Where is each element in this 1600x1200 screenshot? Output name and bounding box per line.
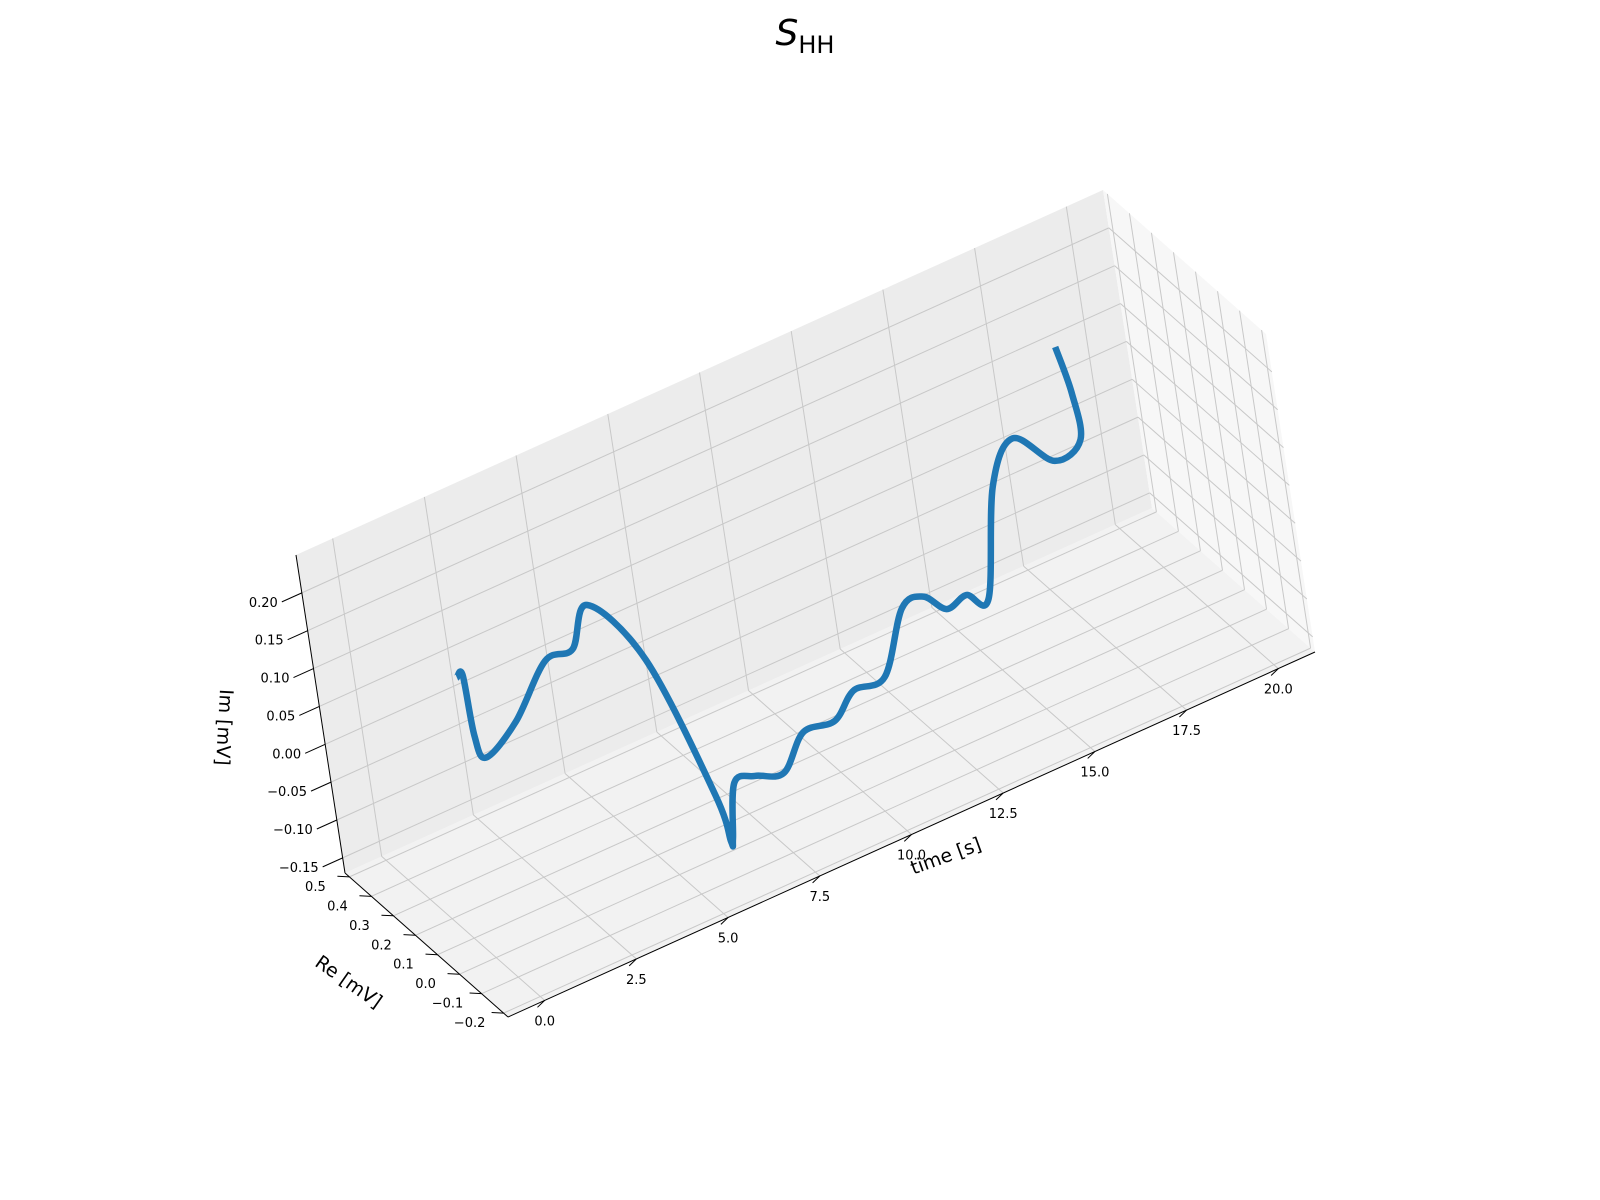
y-axis-label: Re [mV] [311,951,386,1013]
grid-line-time-floor [931,607,1096,752]
x-tick-tick [1179,709,1187,718]
y-tick-tick [447,973,460,975]
z-tick-label: 0.15 [255,634,284,649]
x-tick-label: 15.0 [1080,766,1109,781]
z-tick-label: 0.20 [249,596,278,611]
grid-line-re-floor [415,569,1223,936]
y-tick-tick [403,934,416,936]
x-tick-label: 0.0 [534,1014,555,1029]
y-tick-tick [491,1012,504,1014]
grid-line-time-floor [1023,565,1187,711]
z-tick-tick [304,743,326,754]
z-tick-tick [299,705,320,716]
grid-line-time-floor [839,648,1004,794]
grid-line-re-floor [437,589,1245,956]
grid-line-im-back [313,303,1121,670]
x-tick-label: 5.0 [718,931,739,946]
x-tick-tick [812,875,821,884]
z-tick-tick [287,630,308,641]
x-tick-label: 7.5 [809,890,830,905]
grid-line-time-floor [1114,524,1279,669]
y-tick-label: 0.5 [305,880,326,895]
chart-title: SHH [776,13,835,59]
y-tick-label: 0.1 [393,958,414,973]
grid-line-time-floor [748,690,912,835]
x-tick-label: 2.5 [626,973,647,988]
axis-panes [296,190,1315,1017]
x-tick-label: 20.0 [1264,683,1293,698]
x-tick-tick [720,917,729,925]
x-tick-tick [537,1000,546,1008]
side-pane [1103,190,1315,652]
series-curves [454,345,1085,850]
z-tick-label: 0.05 [266,709,295,724]
grid-line-im-back [330,416,1139,783]
x-tick-label: 10.0 [897,849,926,864]
z-tick-label: −0.15 [279,861,319,876]
y-tick-label: 0.0 [415,977,436,992]
z-tick-tick [316,819,338,830]
grid-line-im-back [307,265,1115,632]
y-tick-tick [469,992,482,995]
x-tick-label: 17.5 [1172,724,1201,739]
grid-line-time-floor [473,814,637,960]
grid-line-im-side [1149,492,1313,638]
grid-lines [301,193,1313,1014]
y-tick-label: 0.4 [327,899,348,914]
x-tick-tick [903,834,912,842]
grid-line-re-floor [393,550,1201,917]
z-tick-label: 0.10 [261,672,290,687]
grid-line-re-floor [503,647,1311,1014]
x-tick-tick [1087,751,1096,759]
grid-line-im-side [1143,454,1308,600]
grid-line-im-back [301,227,1110,594]
y-axis-line [344,872,509,1018]
grid-line-time-floor [564,773,729,918]
chart-title-subscript: HH [798,31,834,59]
z-tick-label: 0.00 [272,747,301,762]
x-tick-tick [995,792,1004,801]
grid-line-im-back [319,340,1127,707]
grid-line-im-side [1131,378,1296,524]
x-tick-tick [628,958,637,967]
grid-line-im-side [1120,303,1284,448]
y-tick-label: −0.2 [454,1016,486,1031]
grid-line-re-floor [371,530,1179,897]
y-tick-tick [359,895,372,897]
y-tick-tick [425,953,438,956]
grid-line-im-side [1114,265,1278,411]
y-tick-label: −0.1 [432,997,464,1012]
z-tick-tick [293,668,314,679]
z-tick-tick [322,857,343,868]
tick-marks: 0.0 2.5 5.0 7.5 10.0 12.5 15.0 17.5 20.0 −0.2 −0.1… [249,592,1293,1031]
series-line [454,345,1085,850]
grid-line-im-side [1137,416,1302,562]
x-tick-label: 12.5 [989,807,1018,822]
y-tick-tick [381,914,394,917]
grid-line-time-floor [381,856,546,1001]
y-tick-label: 0.2 [371,938,392,953]
z-axis-label: Im [mV] [211,689,237,767]
grid-line-im-side [1126,341,1290,486]
chart-title-main: S [776,13,799,54]
x-tick-tick [1270,668,1279,676]
z-tick-label: −0.05 [267,785,307,800]
grid-line-im-back [336,454,1145,821]
z-tick-tick [281,592,303,603]
y-tick-tick [337,875,350,878]
grid-line-re-floor [459,608,1267,975]
grid-line-time-floor [656,731,821,877]
grid-line-re-floor [481,628,1289,995]
grid-line-im-back [342,492,1150,859]
grid-line-im-back [324,378,1133,745]
grid-line-re-floor [349,511,1157,878]
y-tick-label: 0.3 [349,919,370,934]
z-tick-tick [310,781,332,792]
x-axis-label: time [s] [908,833,985,879]
grid-line-im-side [1108,227,1273,373]
z-tick-label: −0.10 [273,823,313,838]
